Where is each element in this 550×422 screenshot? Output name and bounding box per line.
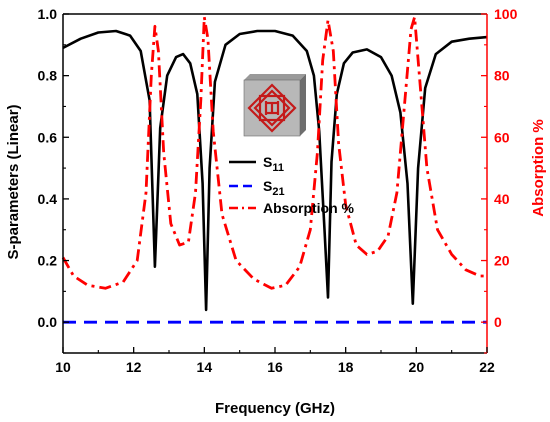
y-right-tick-label: 20 — [494, 253, 510, 269]
legend-item-s11: S11 — [229, 154, 284, 174]
y-right-tick-label: 60 — [494, 129, 510, 145]
y-left-tick-label: 0.0 — [38, 314, 58, 330]
x-tick-label: 22 — [479, 359, 495, 375]
y-left-tick-label: 0.8 — [38, 68, 58, 84]
y-right-tick-label: 40 — [494, 191, 510, 207]
y-left-tick-label: 1.0 — [38, 6, 58, 22]
x-tick-label: 10 — [55, 359, 71, 375]
x-tick-label: 20 — [409, 359, 425, 375]
legend-label-s21: S21 — [263, 178, 285, 198]
y-left-tick-label: 0.2 — [38, 253, 58, 269]
y-right-tick-label: 100 — [494, 6, 518, 22]
legend-item-s21: S21 — [229, 178, 285, 198]
x-tick-label: 18 — [338, 359, 354, 375]
y-axis-left-title: S-parameters (Linear) — [5, 104, 22, 259]
series-layer — [61, 15, 488, 324]
y-left-tick-label: 0.6 — [38, 129, 58, 145]
legend-item-absorption: Absorption % — [229, 200, 355, 216]
x-tick-label: 14 — [197, 359, 213, 375]
y-right-tick-label: 0 — [494, 314, 502, 330]
y-left-tick-label: 0.4 — [38, 191, 58, 207]
legend: S11 S21 Absorption % — [229, 154, 355, 216]
tick-layer: 10 12 14 16 18 20 22 0.0 0.2 0.4 0.6 0.8 1.0 0 20 40 60 8… — [38, 6, 518, 375]
resonator-pattern — [247, 83, 297, 133]
legend-label-s11: S11 — [263, 154, 284, 174]
y-right-tick-label: 80 — [494, 68, 510, 84]
x-axis-title: Frequency (GHz) — [215, 400, 335, 417]
unit-cell-image — [243, 74, 306, 137]
series-line-absorption — [61, 15, 487, 290]
x-tick-label: 16 — [267, 359, 283, 375]
legend-label-absorption: Absorption % — [263, 200, 355, 216]
x-tick-label: 12 — [126, 359, 142, 375]
series-line-s11 — [62, 29, 488, 312]
inset-top-face — [244, 74, 306, 80]
y-axis-right-title: Absorption % — [530, 119, 547, 217]
inset-side-face — [300, 74, 306, 136]
